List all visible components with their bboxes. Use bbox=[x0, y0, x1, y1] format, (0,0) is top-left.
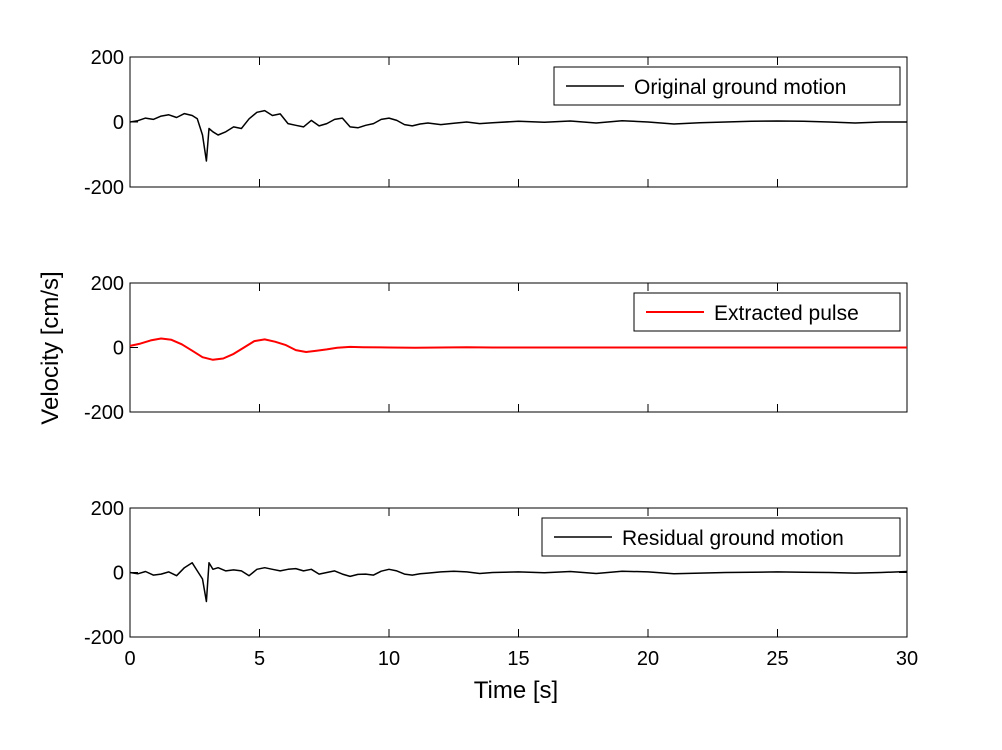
x-tick-label: 25 bbox=[766, 648, 788, 670]
y-tick-label: 0 bbox=[113, 112, 124, 134]
y-tick-label: -200 bbox=[84, 627, 124, 649]
y-tick-label: 200 bbox=[91, 273, 124, 295]
y-tick-label: 200 bbox=[91, 498, 124, 520]
legend-2: Extracted pulse bbox=[633, 292, 901, 332]
x-tick-label: 0 bbox=[124, 648, 135, 670]
legend-label: Residual ground motion bbox=[622, 527, 844, 550]
y-tick-label: 0 bbox=[113, 338, 124, 360]
x-tick-label: 10 bbox=[378, 648, 400, 670]
series-line-3 bbox=[129, 562, 908, 603]
legend-label: Original ground motion bbox=[634, 76, 846, 99]
series-line-1 bbox=[129, 109, 907, 162]
y-tick-label: -200 bbox=[84, 177, 124, 199]
legend-3: Residual ground motion bbox=[541, 517, 901, 557]
subplot-1: -200 0 200 Original ground motion bbox=[84, 47, 908, 199]
x-tick-label: 30 bbox=[896, 648, 918, 670]
legend-label: Extracted pulse bbox=[714, 302, 859, 325]
series-line-2 bbox=[129, 337, 907, 361]
x-axis-label: Time [s] bbox=[474, 677, 558, 704]
y-tick-label: -200 bbox=[84, 402, 124, 424]
x-tick-label: 20 bbox=[637, 648, 659, 670]
y-tick-label: 0 bbox=[113, 563, 124, 585]
x-tick-label: 15 bbox=[507, 648, 529, 670]
y-tick-label: 200 bbox=[91, 47, 124, 69]
y-axis-label: Velocity [cm/s] bbox=[37, 271, 64, 424]
x-tick-label: 5 bbox=[254, 648, 265, 670]
subplot-2: -200 0 200 Extracted pulse bbox=[84, 273, 908, 424]
legend-1: Original ground motion bbox=[553, 66, 901, 106]
